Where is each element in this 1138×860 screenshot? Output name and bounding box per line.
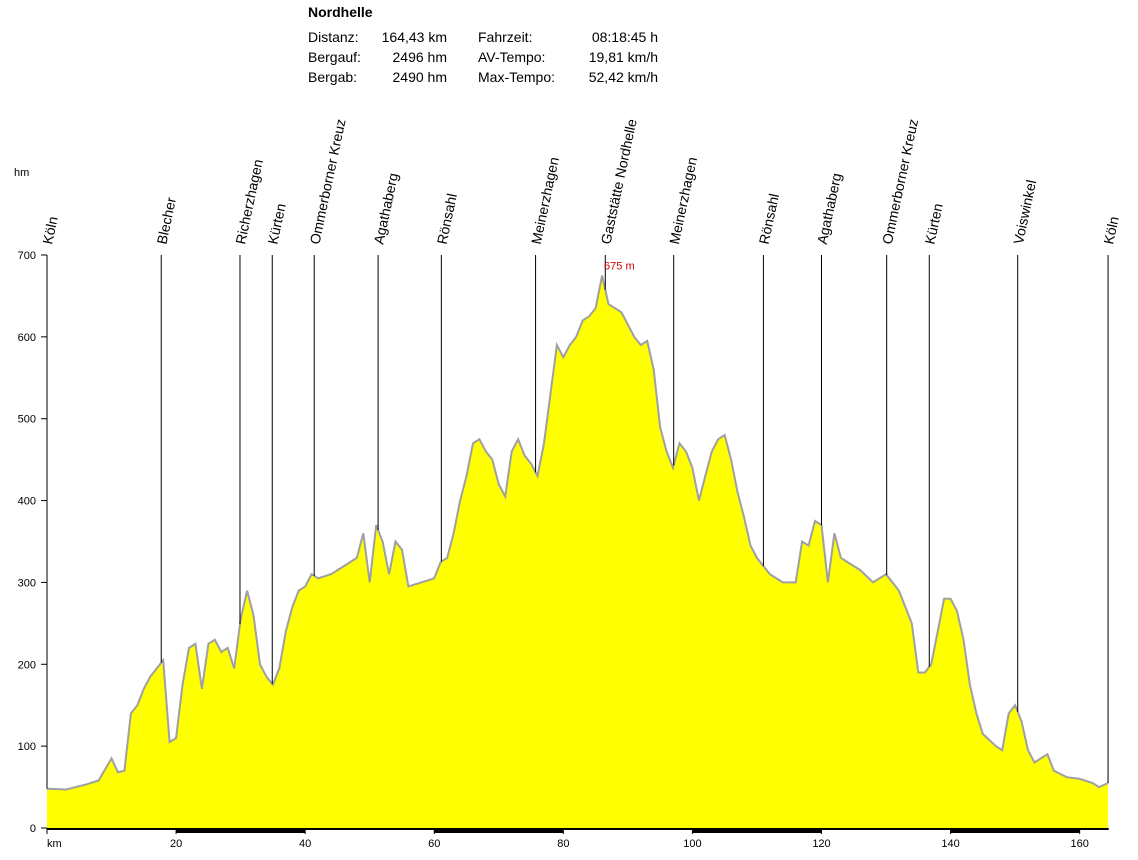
x-tick-label: 140 — [941, 838, 959, 850]
y-tick-label: 400 — [18, 496, 36, 508]
x-tick-label: 60 — [428, 838, 440, 850]
y-tick-label: 600 — [18, 332, 36, 344]
waypoint-label: Meinerzhagen — [528, 156, 562, 246]
waypoint-label: Gaststätte Nordhelle — [598, 117, 640, 245]
stat-label: AV-Tempo: — [478, 49, 545, 65]
waypoint-label: Köln — [1100, 215, 1121, 246]
x-tick-label: km — [47, 838, 62, 850]
y-axis-label: hm — [14, 167, 29, 179]
elevation-area — [47, 275, 1109, 828]
x-tick-label: 160 — [1070, 838, 1088, 850]
waypoint-label: Blecher — [154, 196, 180, 246]
stat-label: Max-Tempo: — [478, 69, 555, 85]
y-tick-label: 100 — [18, 741, 36, 753]
chart-title: Nordhelle — [308, 4, 373, 20]
x-tick-label: 120 — [812, 838, 830, 850]
axis-band — [434, 828, 564, 833]
waypoint-label: Kürten — [265, 202, 289, 246]
waypoint-label: Köln — [39, 215, 60, 246]
waypoint-label: Agathaberg — [370, 171, 401, 245]
axis-band — [692, 828, 822, 833]
waypoint-label: Rönsahl — [756, 192, 782, 246]
stat-label: Distanz: — [308, 29, 359, 45]
y-tick-label: 500 — [18, 414, 36, 426]
axis-band — [176, 828, 306, 833]
waypoint-label: Voiswinkel — [1010, 178, 1039, 245]
stat-label: Fahrzeit: — [478, 29, 532, 45]
waypoint-label: Rönsahl — [434, 192, 460, 246]
y-tick-label: 0 — [30, 823, 36, 835]
waypoint-label: Kürten — [922, 202, 946, 246]
waypoint-label: Ommerborner Kreuz — [879, 117, 921, 245]
stat-label: Bergab: — [308, 69, 357, 85]
axis-band — [950, 828, 1080, 833]
x-tick-label: 100 — [683, 838, 701, 850]
stat-value: 2490 hm — [393, 69, 447, 85]
x-tick-label: 40 — [299, 838, 311, 850]
x-tick-label: 80 — [557, 838, 569, 850]
elevation-line — [46, 275, 1109, 791]
waypoint-label: Ommerborner Kreuz — [306, 117, 348, 245]
x-tick-label: 20 — [170, 838, 182, 850]
stat-value: 52,42 km/h — [589, 69, 658, 85]
y-tick-label: 300 — [18, 577, 36, 589]
y-tick-label: 700 — [18, 250, 36, 262]
waypoint-label: Agathaberg — [814, 171, 845, 245]
stat-value: 08:18:45 h — [592, 29, 658, 45]
peak-label: 675 m — [604, 260, 635, 272]
stat-value: 19,81 km/h — [589, 49, 658, 65]
y-tick-label: 200 — [18, 659, 36, 671]
waypoint-label: Meinerzhagen — [666, 156, 700, 246]
waypoint-label: Richerzhagen — [232, 158, 266, 246]
stat-label: Bergauf: — [308, 49, 361, 65]
stat-value: 2496 hm — [393, 49, 447, 65]
stat-value: 164,43 km — [382, 29, 447, 45]
